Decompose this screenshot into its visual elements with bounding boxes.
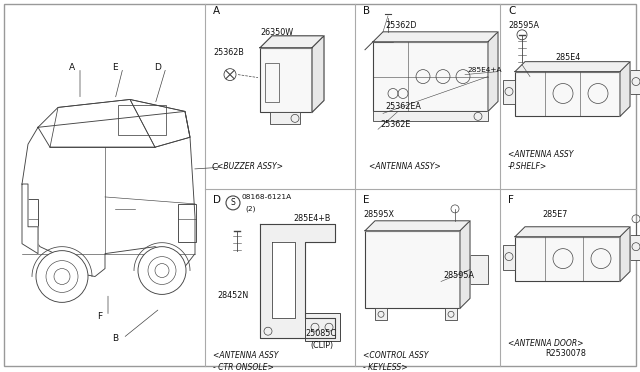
Bar (118, 105, 166, 135)
Text: 28595A: 28595A (443, 272, 474, 280)
Text: 26350W: 26350W (260, 28, 293, 37)
Text: D: D (213, 195, 221, 205)
Text: <ANTENNA DOOR>: <ANTENNA DOOR> (508, 339, 584, 348)
Bar (445, 308, 457, 320)
Polygon shape (488, 32, 498, 111)
Polygon shape (22, 184, 38, 254)
Text: 285E4+B: 285E4+B (293, 214, 330, 223)
Text: 28452N: 28452N (217, 291, 248, 300)
Polygon shape (620, 62, 630, 116)
Bar (22, 199, 38, 227)
Text: 25362EA: 25362EA (385, 102, 421, 111)
Polygon shape (260, 224, 335, 338)
Bar (630, 70, 640, 94)
Text: D: D (155, 63, 161, 72)
Polygon shape (312, 36, 324, 112)
Bar (373, 111, 488, 121)
Polygon shape (365, 221, 470, 231)
Text: S: S (230, 198, 236, 208)
Text: (CLIP): (CLIP) (310, 341, 333, 350)
Bar (630, 235, 640, 260)
Text: <BUZZER ASSY>: <BUZZER ASSY> (217, 162, 283, 171)
Text: <ANTENNA ASSY>: <ANTENNA ASSY> (369, 162, 441, 171)
Polygon shape (373, 32, 498, 42)
Text: A: A (69, 63, 75, 72)
Polygon shape (620, 227, 630, 282)
Bar (365, 231, 460, 308)
Text: <ANTENNA ASSY: <ANTENNA ASSY (213, 351, 278, 360)
Bar (515, 72, 620, 116)
Text: - CTR ONSOLE>: - CTR ONSOLE> (213, 363, 274, 372)
Bar (515, 237, 620, 282)
Bar (375, 308, 387, 320)
Bar (470, 254, 488, 285)
Text: E: E (363, 195, 369, 205)
Text: 285E4+A: 285E4+A (467, 67, 502, 73)
Bar (305, 313, 340, 341)
Polygon shape (460, 221, 470, 308)
Text: F: F (97, 312, 102, 321)
Bar (270, 112, 300, 124)
Text: A: A (213, 6, 220, 16)
Bar (260, 48, 312, 112)
Text: 28595X: 28595X (363, 210, 394, 219)
Text: 25362D: 25362D (385, 21, 417, 30)
Text: <ANTENNA ASSY: <ANTENNA ASSY (508, 150, 573, 159)
Text: R2530078: R2530078 (545, 349, 586, 358)
Bar (265, 62, 279, 102)
Bar (373, 42, 488, 111)
Polygon shape (515, 227, 630, 237)
Text: 28595A: 28595A (508, 21, 539, 30)
Bar (178, 204, 196, 242)
Bar (503, 245, 515, 270)
Text: E: E (112, 63, 118, 72)
Text: C: C (212, 163, 218, 171)
Text: (2): (2) (245, 206, 255, 212)
Polygon shape (515, 62, 630, 72)
Text: - KEYLESS>: - KEYLESS> (363, 363, 408, 372)
Text: 25362B: 25362B (213, 48, 244, 57)
Circle shape (36, 251, 88, 302)
Text: 25362E: 25362E (380, 120, 410, 129)
Circle shape (138, 247, 186, 294)
Polygon shape (260, 36, 324, 48)
Text: 285E7: 285E7 (542, 210, 568, 219)
Text: B: B (363, 6, 370, 16)
Text: -P.SHELF>: -P.SHELF> (508, 162, 547, 171)
Text: F: F (508, 195, 514, 205)
Bar (24, 219, 38, 239)
Text: 285E4: 285E4 (555, 53, 580, 62)
Text: <CONTROL ASSY: <CONTROL ASSY (363, 351, 428, 360)
Text: C: C (508, 6, 515, 16)
Text: 25085C: 25085C (305, 329, 336, 338)
Polygon shape (272, 242, 295, 318)
Text: 08168-6121A: 08168-6121A (242, 194, 292, 200)
Bar (503, 80, 515, 105)
Text: B: B (112, 334, 118, 343)
